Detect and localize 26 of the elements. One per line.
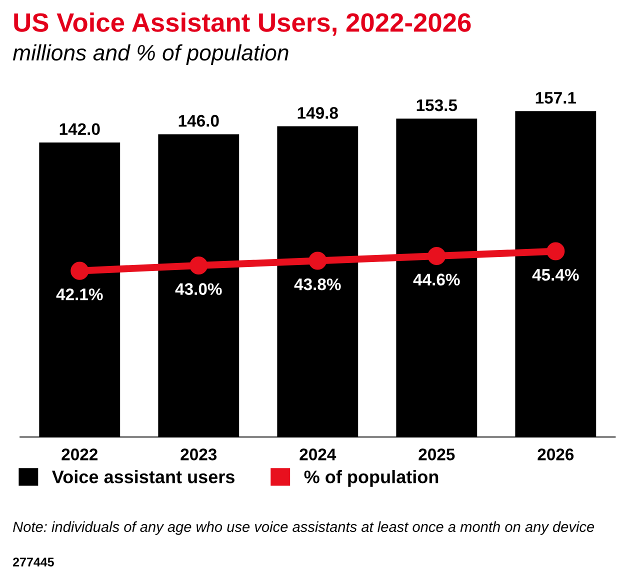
- point: [428, 246, 446, 266]
- data-label: 43.8%: [294, 278, 341, 290]
- chart-subtitle: millions and % of population: [12, 44, 288, 65]
- data-label: 45.4%: [532, 268, 579, 281]
- legend-label: Voice assistant users: [52, 470, 234, 484]
- data-label: 43.0%: [175, 283, 222, 295]
- point: [190, 256, 208, 275]
- legend-label: % of population: [304, 470, 438, 487]
- x-tick-label: 2026: [538, 448, 574, 460]
- text: Note: individuals of any age who use voice assistants at least once a month on any device: [13, 521, 594, 535]
- data-label: 146.0: [178, 114, 219, 127]
- x-tick-label: 2023: [180, 448, 217, 460]
- x-tick-label: 2022: [62, 448, 98, 460]
- point: [308, 252, 327, 270]
- data-label: 157.1: [536, 92, 576, 104]
- point: [70, 262, 89, 280]
- text: 277445: [13, 558, 54, 566]
- x-tick-label: 2024: [300, 448, 336, 460]
- point: [546, 242, 565, 260]
- data-label: 42.1%: [56, 288, 103, 300]
- data-label: 142.0: [60, 123, 100, 136]
- data-label: 44.6%: [413, 274, 460, 286]
- chart-title: US Voice Assistant Users, 2022-2026: [14, 12, 471, 36]
- data-label: 149.8: [298, 107, 338, 119]
- data-label: 153.5: [416, 99, 458, 112]
- x-tick-label: 2025: [418, 448, 455, 460]
